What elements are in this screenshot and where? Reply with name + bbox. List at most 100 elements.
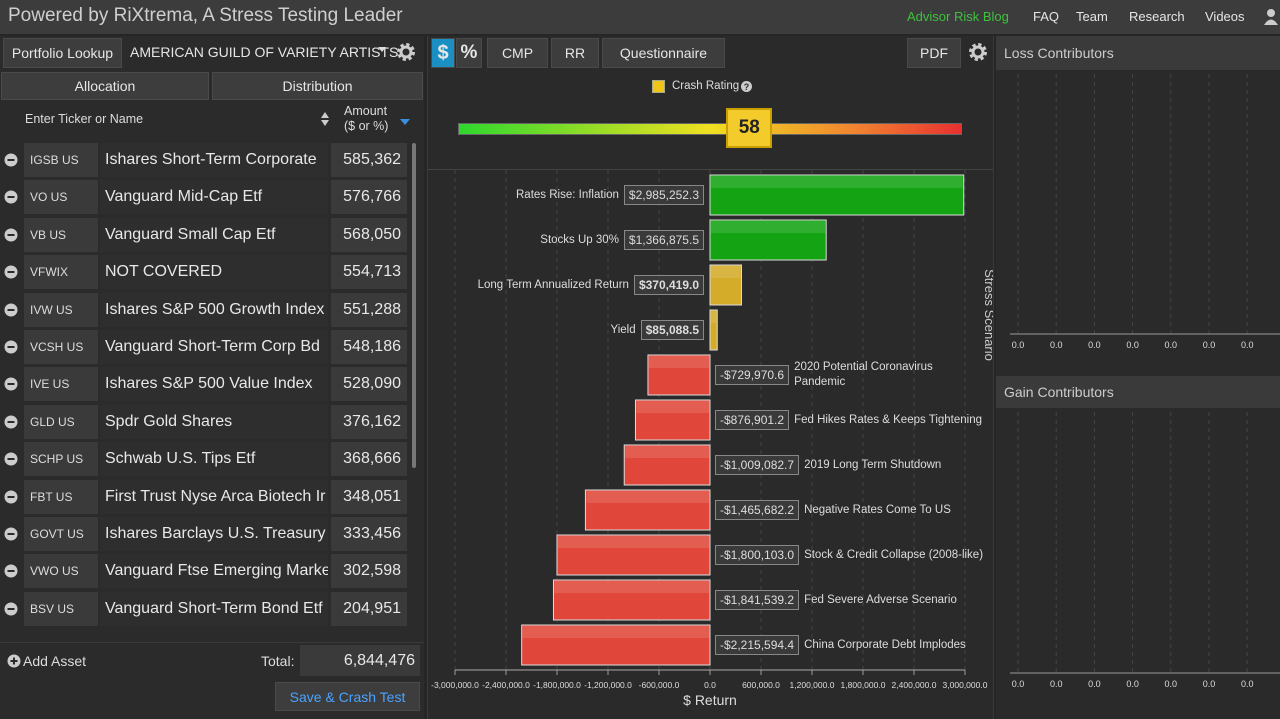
- name-cell: Vanguard Ftse Emerging Marke: [100, 554, 328, 589]
- amount-cell[interactable]: 376,162: [331, 404, 407, 439]
- settings-icon[interactable]: [967, 41, 989, 63]
- bar-label-group: -$1,800,103.0 Stock & Credit Collapse (20…: [715, 537, 983, 573]
- chart-area: -3,000,000.0 -2,400,000.0 -1,800,000.0 -1,2…: [427, 170, 993, 719]
- rr-button[interactable]: RR: [551, 38, 599, 68]
- remove-icon[interactable]: [4, 190, 18, 204]
- ticker-cell[interactable]: SCHP US: [24, 442, 98, 477]
- tab-allocation[interactable]: Allocation: [1, 72, 209, 100]
- ticker-cell[interactable]: GLD US: [24, 404, 98, 439]
- total-value: 6,844,476: [300, 645, 420, 676]
- divider: [428, 169, 993, 170]
- ticker-cell[interactable]: BSV US: [24, 591, 98, 626]
- scrollbar[interactable]: [412, 143, 416, 468]
- questionnaire-button[interactable]: Questionnaire: [602, 38, 725, 68]
- settings-icon[interactable]: [395, 41, 417, 63]
- bar-shine: [554, 581, 709, 593]
- tick-label: 0.0: [1088, 340, 1101, 350]
- sort-arrow[interactable]: [400, 119, 410, 125]
- name-cell: Vanguard Mid-Cap Etf: [100, 180, 328, 215]
- nav-link[interactable]: Team: [1076, 9, 1108, 24]
- dollar-toggle[interactable]: $: [431, 38, 455, 68]
- bar-label-group: -$1,009,082.7 2019 Long Term Shutdown: [715, 447, 941, 483]
- amount-cell[interactable]: 585,362: [331, 143, 407, 177]
- remove-icon[interactable]: [4, 340, 18, 354]
- remove-icon[interactable]: [4, 377, 18, 391]
- bar-label-group: Yield $85,088.5: [610, 312, 704, 348]
- amount-cell[interactable]: 348,051: [331, 479, 407, 514]
- value-label: -$1,465,682.2: [715, 500, 800, 520]
- nav-link[interactable]: FAQ: [1033, 9, 1060, 24]
- ticker-cell[interactable]: IVE US: [24, 367, 98, 402]
- x-axis-label: $ Return: [683, 692, 737, 708]
- total-label: Total:: [261, 653, 295, 669]
- bar: [623, 444, 711, 486]
- nav-link[interactable]: Advisor Risk Blog: [907, 9, 1009, 24]
- add-asset[interactable]: Add Asset: [23, 653, 87, 669]
- amount-cell[interactable]: 568,050: [331, 217, 407, 252]
- save-crash-test-button[interactable]: Save & Crash Test: [275, 682, 420, 711]
- remove-icon[interactable]: [4, 527, 18, 541]
- amount-cell[interactable]: 368,666: [331, 442, 407, 477]
- value-label: $370,419.0: [633, 275, 704, 295]
- amount-cell[interactable]: 548,186: [331, 330, 407, 364]
- amount-cell[interactable]: 551,288: [331, 292, 407, 327]
- ticker-cell[interactable]: VFWIX: [24, 255, 98, 290]
- ticker-cell[interactable]: VO US: [24, 180, 98, 215]
- category-label: 2019 Long Term Shutdown: [804, 458, 942, 471]
- remove-icon[interactable]: [4, 303, 18, 317]
- amount-cell[interactable]: 302,598: [331, 554, 407, 589]
- nav-link[interactable]: Research: [1129, 9, 1185, 24]
- x-tick-label: 0.0: [704, 680, 716, 690]
- remove-icon[interactable]: [4, 452, 18, 466]
- contributors-charts: 0.0 0.0 0.0 0.0 0.0 0.0 0.0 0.0 0.0 0.0 0.0 0.0 0.0 0…: [1010, 74, 1280, 689]
- portfolio-select[interactable]: AMERICAN GUILD OF VARIETY ARTISTS...: [130, 44, 411, 60]
- x-tick-label: -2,400,000.0: [482, 680, 530, 690]
- remove-icon[interactable]: [4, 490, 18, 504]
- remove-icon[interactable]: [4, 265, 18, 279]
- panel-title: Loss Contributors: [996, 36, 1280, 70]
- category-label: Fed Hikes Rates & Keeps Tightening: [794, 413, 982, 426]
- tick-label: 0.0: [1203, 340, 1216, 350]
- column-header: Amount ($ or %): [344, 104, 389, 133]
- pdf-button[interactable]: PDF: [907, 38, 961, 68]
- bar-label-group: -$2,215,594.4 China Corporate Debt Implod…: [715, 627, 966, 663]
- ticker-cell[interactable]: VCSH US: [24, 330, 98, 364]
- remove-icon[interactable]: [4, 602, 18, 616]
- remove-icon[interactable]: [4, 415, 18, 429]
- bar-shine: [625, 446, 709, 458]
- value-label: $2,985,252.3: [623, 185, 704, 205]
- remove-icon[interactable]: [4, 228, 18, 242]
- remove-icon[interactable]: [4, 153, 18, 167]
- name-cell: Vanguard Short-Term Corp Bd: [100, 330, 328, 364]
- legend-label[interactable]: Crash Rating: [672, 80, 740, 92]
- user-icon[interactable]: [1264, 9, 1278, 25]
- ticker-cell[interactable]: FBT US: [24, 479, 98, 514]
- ticker-cell[interactable]: IGSB US: [24, 143, 98, 177]
- dropdown-arrow: [378, 47, 386, 52]
- crash-rating-value: 58: [726, 108, 773, 148]
- ticker-cell[interactable]: VWO US: [24, 554, 98, 589]
- percent-toggle[interactable]: %: [456, 38, 482, 68]
- ticker-cell[interactable]: GOVT US: [24, 517, 98, 551]
- bar: [552, 579, 711, 621]
- remove-icon[interactable]: [4, 564, 18, 578]
- amount-cell[interactable]: 333,456: [331, 517, 407, 551]
- x-tick-label: 1,200,000.0: [790, 680, 835, 690]
- nav-link[interactable]: Videos: [1205, 9, 1245, 24]
- portfolio-lookup-button[interactable]: Portfolio Lookup: [3, 38, 122, 68]
- amount-cell[interactable]: 576,766: [331, 180, 407, 215]
- name-cell: Ishares S&P 500 Growth Index: [100, 292, 328, 327]
- amount-cell[interactable]: 204,951: [331, 591, 407, 626]
- ticker-cell[interactable]: IVW US: [24, 292, 98, 327]
- amount-cell[interactable]: 528,090: [331, 367, 407, 402]
- ticker-cell[interactable]: VB US: [24, 217, 98, 252]
- x-tick-label: -1,200,000.0: [584, 680, 632, 690]
- cmp-button[interactable]: CMP: [487, 38, 548, 68]
- tab-distribution[interactable]: Distribution: [212, 72, 423, 100]
- add-icon[interactable]: [7, 654, 21, 668]
- help-icon[interactable]: ?: [741, 81, 752, 92]
- amount-cell[interactable]: 554,713: [331, 255, 407, 290]
- svg-text:?: ?: [744, 82, 750, 92]
- sort-icon[interactable]: [320, 111, 330, 127]
- value-label: -$1,800,103.0: [715, 545, 800, 565]
